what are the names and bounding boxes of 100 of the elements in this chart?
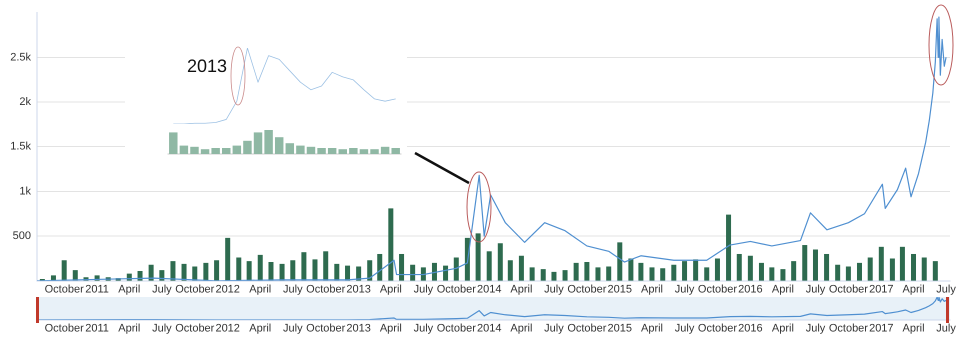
x-tick-label: October [306,283,346,296]
bar [356,266,362,281]
bar [878,246,884,281]
bar [225,238,230,281]
bar [328,148,336,154]
bar [170,261,176,281]
bar [345,266,350,281]
bar [323,251,328,281]
bar [236,258,242,281]
x-tick-label: April [640,283,663,296]
x-tick-label: April [380,322,402,334]
bar [290,260,296,281]
bar [182,264,187,281]
bar [574,262,579,281]
bar [900,246,905,281]
x-tick-label: April [249,283,272,296]
x-tick-label: October [828,283,868,296]
x-tick-label: 2012 [215,283,240,296]
bar [476,233,481,281]
x-tick-label: April [510,283,532,296]
bar [246,261,252,281]
bar [518,256,524,281]
x-tick-label: July [936,283,956,296]
bar [254,132,262,154]
bar [812,250,818,281]
bar [562,270,568,281]
bar [748,256,753,281]
x-tick-label: 2017 [869,322,894,334]
bar [280,264,285,281]
bar [169,132,178,154]
bar [758,262,764,281]
bar [380,146,390,154]
x-tick-label: 2013 [346,283,371,296]
x-tick-label: April [640,322,663,334]
bar [780,269,786,281]
x-tick-label: April [249,322,272,334]
bar [584,262,590,281]
x-tick-label: 2015 [608,283,632,296]
bar [349,148,358,154]
x-tick-label: April [902,322,925,334]
y-tick-label: 2.5k [10,51,32,64]
x-tick-label: July [936,322,956,334]
y-tick-label: 1k [19,185,32,198]
x-tick-label: 2013 [346,322,371,334]
x-tick-label: July [283,322,304,334]
x-tick-label: 2011 [85,283,109,296]
bar [268,262,274,281]
bar [367,260,372,281]
bar [932,261,938,281]
bar [540,269,546,281]
bar [312,259,318,281]
x-tick-label: July [674,322,695,334]
x-tick-label: July [152,283,172,296]
bar [856,262,862,281]
x-tick-label: July [806,322,826,334]
bar [714,258,720,281]
x-tick-label: April [772,322,794,334]
bar [214,260,220,281]
x-tick-label: October [175,322,215,334]
x-tick-label: July [806,283,826,296]
x-tick-label: July [544,283,564,296]
bar [835,264,840,281]
x-tick-label: October [436,322,476,334]
bar [606,266,612,281]
x-tick-label: July [414,322,434,334]
x-tick-label: October [567,322,607,334]
x-tick-label: 2017 [869,283,894,296]
bar [530,267,535,281]
bar [638,262,644,281]
bar [211,148,220,154]
x-tick-label: October [828,322,868,334]
bar [432,262,437,281]
x-tick-label: 2014 [476,283,502,296]
bar [388,208,394,281]
x-tick-label: October [306,322,346,334]
bar [258,254,263,281]
x-tick-label: July [414,283,434,296]
bar [203,262,208,281]
x-tick-label: October [698,322,738,334]
bar [190,146,199,154]
y-tick-label: 500 [12,230,31,242]
bar [791,261,796,281]
bar [180,146,188,154]
bar [454,258,459,281]
bar [846,266,851,281]
x-tick-label: October [567,283,607,296]
bar [306,146,316,154]
y-tick-label: 2k [19,96,32,108]
x-tick-label: October [436,283,476,296]
bar [370,149,379,154]
x-tick-label: 2016 [738,322,763,334]
bar [243,140,252,154]
bar [222,148,230,154]
bar [317,148,326,154]
bar [410,264,416,281]
bar [301,252,306,281]
bar [296,146,305,154]
bar [595,267,600,281]
x-tick-label: October [698,283,738,296]
y-tick-label: 1.5k [10,140,32,153]
